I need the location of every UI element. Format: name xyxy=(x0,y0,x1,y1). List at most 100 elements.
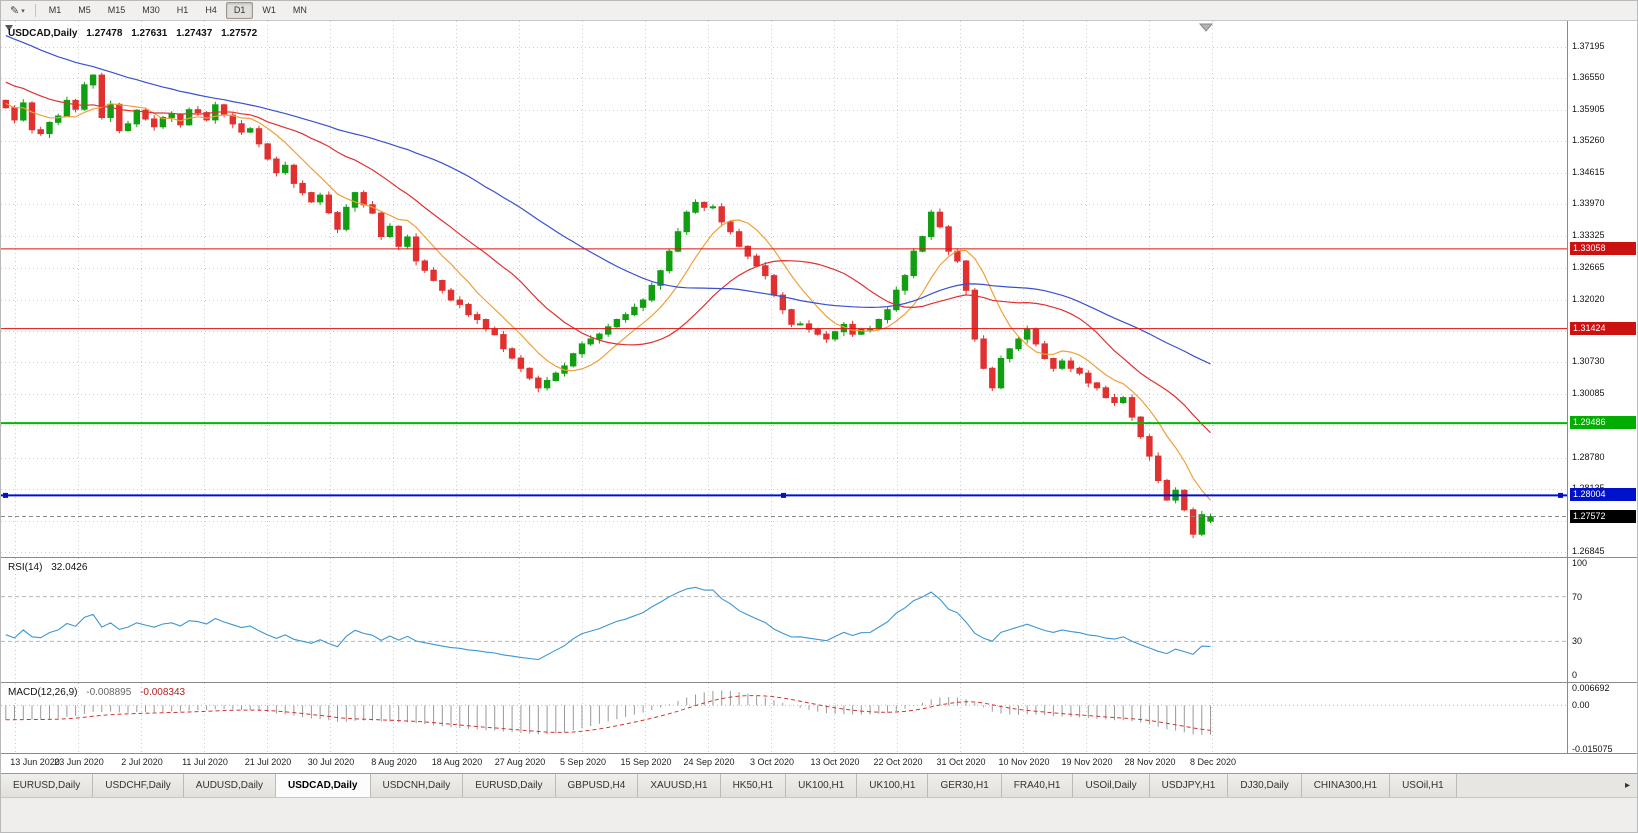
chart-tab-5-eurusd-daily[interactable]: EURUSD,Daily xyxy=(463,774,556,797)
date-axis-label: 21 Jul 2020 xyxy=(244,757,292,767)
chart-tab-16-china300-h1[interactable]: CHINA300,H1 xyxy=(1301,774,1391,797)
ohlc-open: 1.27478 xyxy=(86,28,123,39)
rsi-axis-label: 100 xyxy=(1572,558,1588,568)
price-chart-canvas[interactable] xyxy=(1,21,1567,557)
price-axis-label: 1.36550 xyxy=(1572,72,1605,82)
chart-tab-15-dj30-daily[interactable]: DJ30,Daily xyxy=(1228,774,1302,797)
drawing-tools-icon[interactable] xyxy=(5,4,30,17)
date-axis-label: 27 Aug 2020 xyxy=(494,757,546,767)
chart-tab-0-eurusd-daily[interactable]: EURUSD,Daily xyxy=(1,774,94,797)
panel-separator xyxy=(1,753,1637,754)
chart-tab-6-gbpusd-h4[interactable]: GBPUSD,H4 xyxy=(555,774,639,797)
date-axis-label: 5 Sep 2020 xyxy=(559,757,607,767)
toolbar-separator xyxy=(34,4,36,17)
rsi-axis[interactable]: 100 70 30 0 xyxy=(1567,558,1637,682)
rsi-line xyxy=(5,586,1211,661)
line-handle[interactable] xyxy=(3,492,8,498)
macd-axis-label: -0.015075 xyxy=(1572,744,1613,754)
date-axis-label: 22 Oct 2020 xyxy=(873,757,923,767)
date-axis-label: 10 Nov 2020 xyxy=(998,757,1050,767)
timeframe-button-h1[interactable]: H1 xyxy=(176,5,189,15)
macd-main-value: -0.008895 xyxy=(86,687,132,698)
rsi-panel-canvas[interactable] xyxy=(1,558,1567,682)
date-axis-label: 3 Oct 2020 xyxy=(749,757,795,767)
date-axis-label: 15 Sep 2020 xyxy=(620,757,672,767)
price-axis-label: 1.35260 xyxy=(1572,135,1605,145)
date-axis-label: 30 Jul 2020 xyxy=(307,757,355,767)
line-handle[interactable] xyxy=(1558,492,1563,498)
date-axis-label: 18 Aug 2020 xyxy=(431,757,483,767)
timeframe-button-m30[interactable]: M30 xyxy=(142,5,160,15)
timeframe-button-d1[interactable]: D1 xyxy=(225,2,254,19)
chart-tab-14-usdjpy-h1[interactable]: USDJPY,H1 xyxy=(1149,774,1229,797)
chart-tab-10-uk100-h1[interactable]: UK100,H1 xyxy=(857,774,929,797)
timeframe-button-h4[interactable]: H4 xyxy=(205,5,217,15)
price-axis[interactable]: 1.37195 1.36550 1.35905 1.35260 1.34615 1.339… xyxy=(1567,21,1637,557)
macd-signal-value: -0.008343 xyxy=(140,687,186,698)
chart-tab-17-usoil-h1[interactable]: USOil,H1 xyxy=(1390,774,1457,797)
date-axis-label: 13 Oct 2020 xyxy=(810,757,860,767)
timeframe-toolbar: M1 M5 M15 M30 H1 H4 D1 W1 MN xyxy=(1,1,1637,21)
date-axis-label: 13 Jun 2020 xyxy=(10,757,60,767)
line-handle[interactable] xyxy=(781,492,786,498)
price-axis-label: 1.30085 xyxy=(1572,388,1605,398)
macd-indicator-label: MACD(12,26,9) -0.008895 -0.008343 xyxy=(8,687,185,698)
chart-tab-13-usoil-daily[interactable]: USOil,Daily xyxy=(1073,774,1150,797)
price-level-badge: 1.33058 xyxy=(1570,242,1636,255)
date-axis-label: 11 Jul 2020 xyxy=(182,757,228,767)
chart-tab-12-fra40-h1[interactable]: FRA40,H1 xyxy=(1001,774,1074,797)
rsi-name: RSI(14) xyxy=(8,562,43,573)
chart-tab-2-audusd-daily[interactable]: AUDUSD,Daily xyxy=(183,774,277,797)
chart-tab-8-hk50-h1[interactable]: HK50,H1 xyxy=(720,774,787,797)
timeframe-button-w1[interactable]: W1 xyxy=(262,5,276,15)
ohlc-high: 1.27631 xyxy=(131,28,168,39)
date-axis-label: 23 Jun 2020 xyxy=(54,757,104,767)
price-level-badge: 1.29486 xyxy=(1570,416,1636,429)
macd-histogram xyxy=(5,690,1211,735)
time-axis[interactable]: 13 Jun 2020 23 Jun 2020 2 Jul 2020 11 Jul 2… xyxy=(1,754,1567,773)
grid xyxy=(15,558,1213,682)
axis-corner xyxy=(1567,754,1637,773)
grid xyxy=(15,683,1213,753)
timeframe-button-m15[interactable]: M15 xyxy=(107,5,126,15)
chart-tab-4-usdcnh-daily[interactable]: USDCNH,Daily xyxy=(370,774,464,797)
chart-tab-9-uk100-h1[interactable]: UK100,H1 xyxy=(786,774,858,797)
macd-panel-canvas[interactable] xyxy=(1,683,1567,753)
ohlc-low: 1.27437 xyxy=(176,28,213,39)
chart-tab-3-usdcad-daily[interactable]: USDCAD,Daily xyxy=(276,774,371,797)
price-level-badge: 1.28004 xyxy=(1570,488,1636,501)
price-axis-label: 1.26845 xyxy=(1572,546,1605,556)
price-axis-label: 1.32020 xyxy=(1572,294,1605,304)
bottom-strip xyxy=(1,797,1637,832)
price-axis-label: 1.33325 xyxy=(1572,230,1605,240)
chart-tab-7-xauusd-h1[interactable]: XAUUSD,H1 xyxy=(638,774,721,797)
chart-window: 1.37195 1.36550 1.35905 1.35260 1.34615 1.339… xyxy=(1,21,1637,773)
panel-separator xyxy=(1,682,1637,683)
ohlc-close: 1.27572 xyxy=(221,28,258,39)
chart-tabs-bar: EURUSD,Daily USDCHF,Daily AUDUSD,Daily USDC… xyxy=(1,773,1637,797)
current-price-badge: 1.27572 xyxy=(1570,510,1636,523)
price-axis-label: 1.32665 xyxy=(1572,262,1605,272)
timeframe-button-m5[interactable]: M5 xyxy=(78,5,91,15)
chart-tab-1-usdchf-daily[interactable]: USDCHF,Daily xyxy=(93,774,184,797)
timeframe-button-m1[interactable]: M1 xyxy=(48,5,62,15)
date-axis-label: 28 Nov 2020 xyxy=(1124,757,1176,767)
timeframe-button-mn[interactable]: MN xyxy=(292,5,307,15)
price-axis-label: 1.35905 xyxy=(1572,104,1605,114)
chart-title: USDCAD,Daily 1.27478 1.27631 1.27437 1.2… xyxy=(8,28,257,39)
grid xyxy=(1,21,1567,557)
chart-shift-marker[interactable] xyxy=(1198,23,1214,32)
rsi-axis-label: 0 xyxy=(1572,670,1578,680)
price-axis-label: 1.34615 xyxy=(1572,167,1605,177)
price-axis-label: 1.28780 xyxy=(1572,452,1605,462)
macd-axis-label: 0.006692 xyxy=(1572,683,1610,693)
date-axis-label: 31 Oct 2020 xyxy=(936,757,986,767)
macd-name: MACD(12,26,9) xyxy=(8,687,78,698)
date-axis-label: 24 Sep 2020 xyxy=(683,757,735,767)
tabs-scroll-right-button[interactable] xyxy=(1616,774,1637,797)
rsi-axis-label: 70 xyxy=(1572,592,1583,602)
ma-line-8 xyxy=(5,102,1211,501)
chart-tab-11-ger30-h1[interactable]: GER30,H1 xyxy=(928,774,1002,797)
macd-axis[interactable]: 0.006692 0.00 -0.015075 xyxy=(1567,683,1637,754)
